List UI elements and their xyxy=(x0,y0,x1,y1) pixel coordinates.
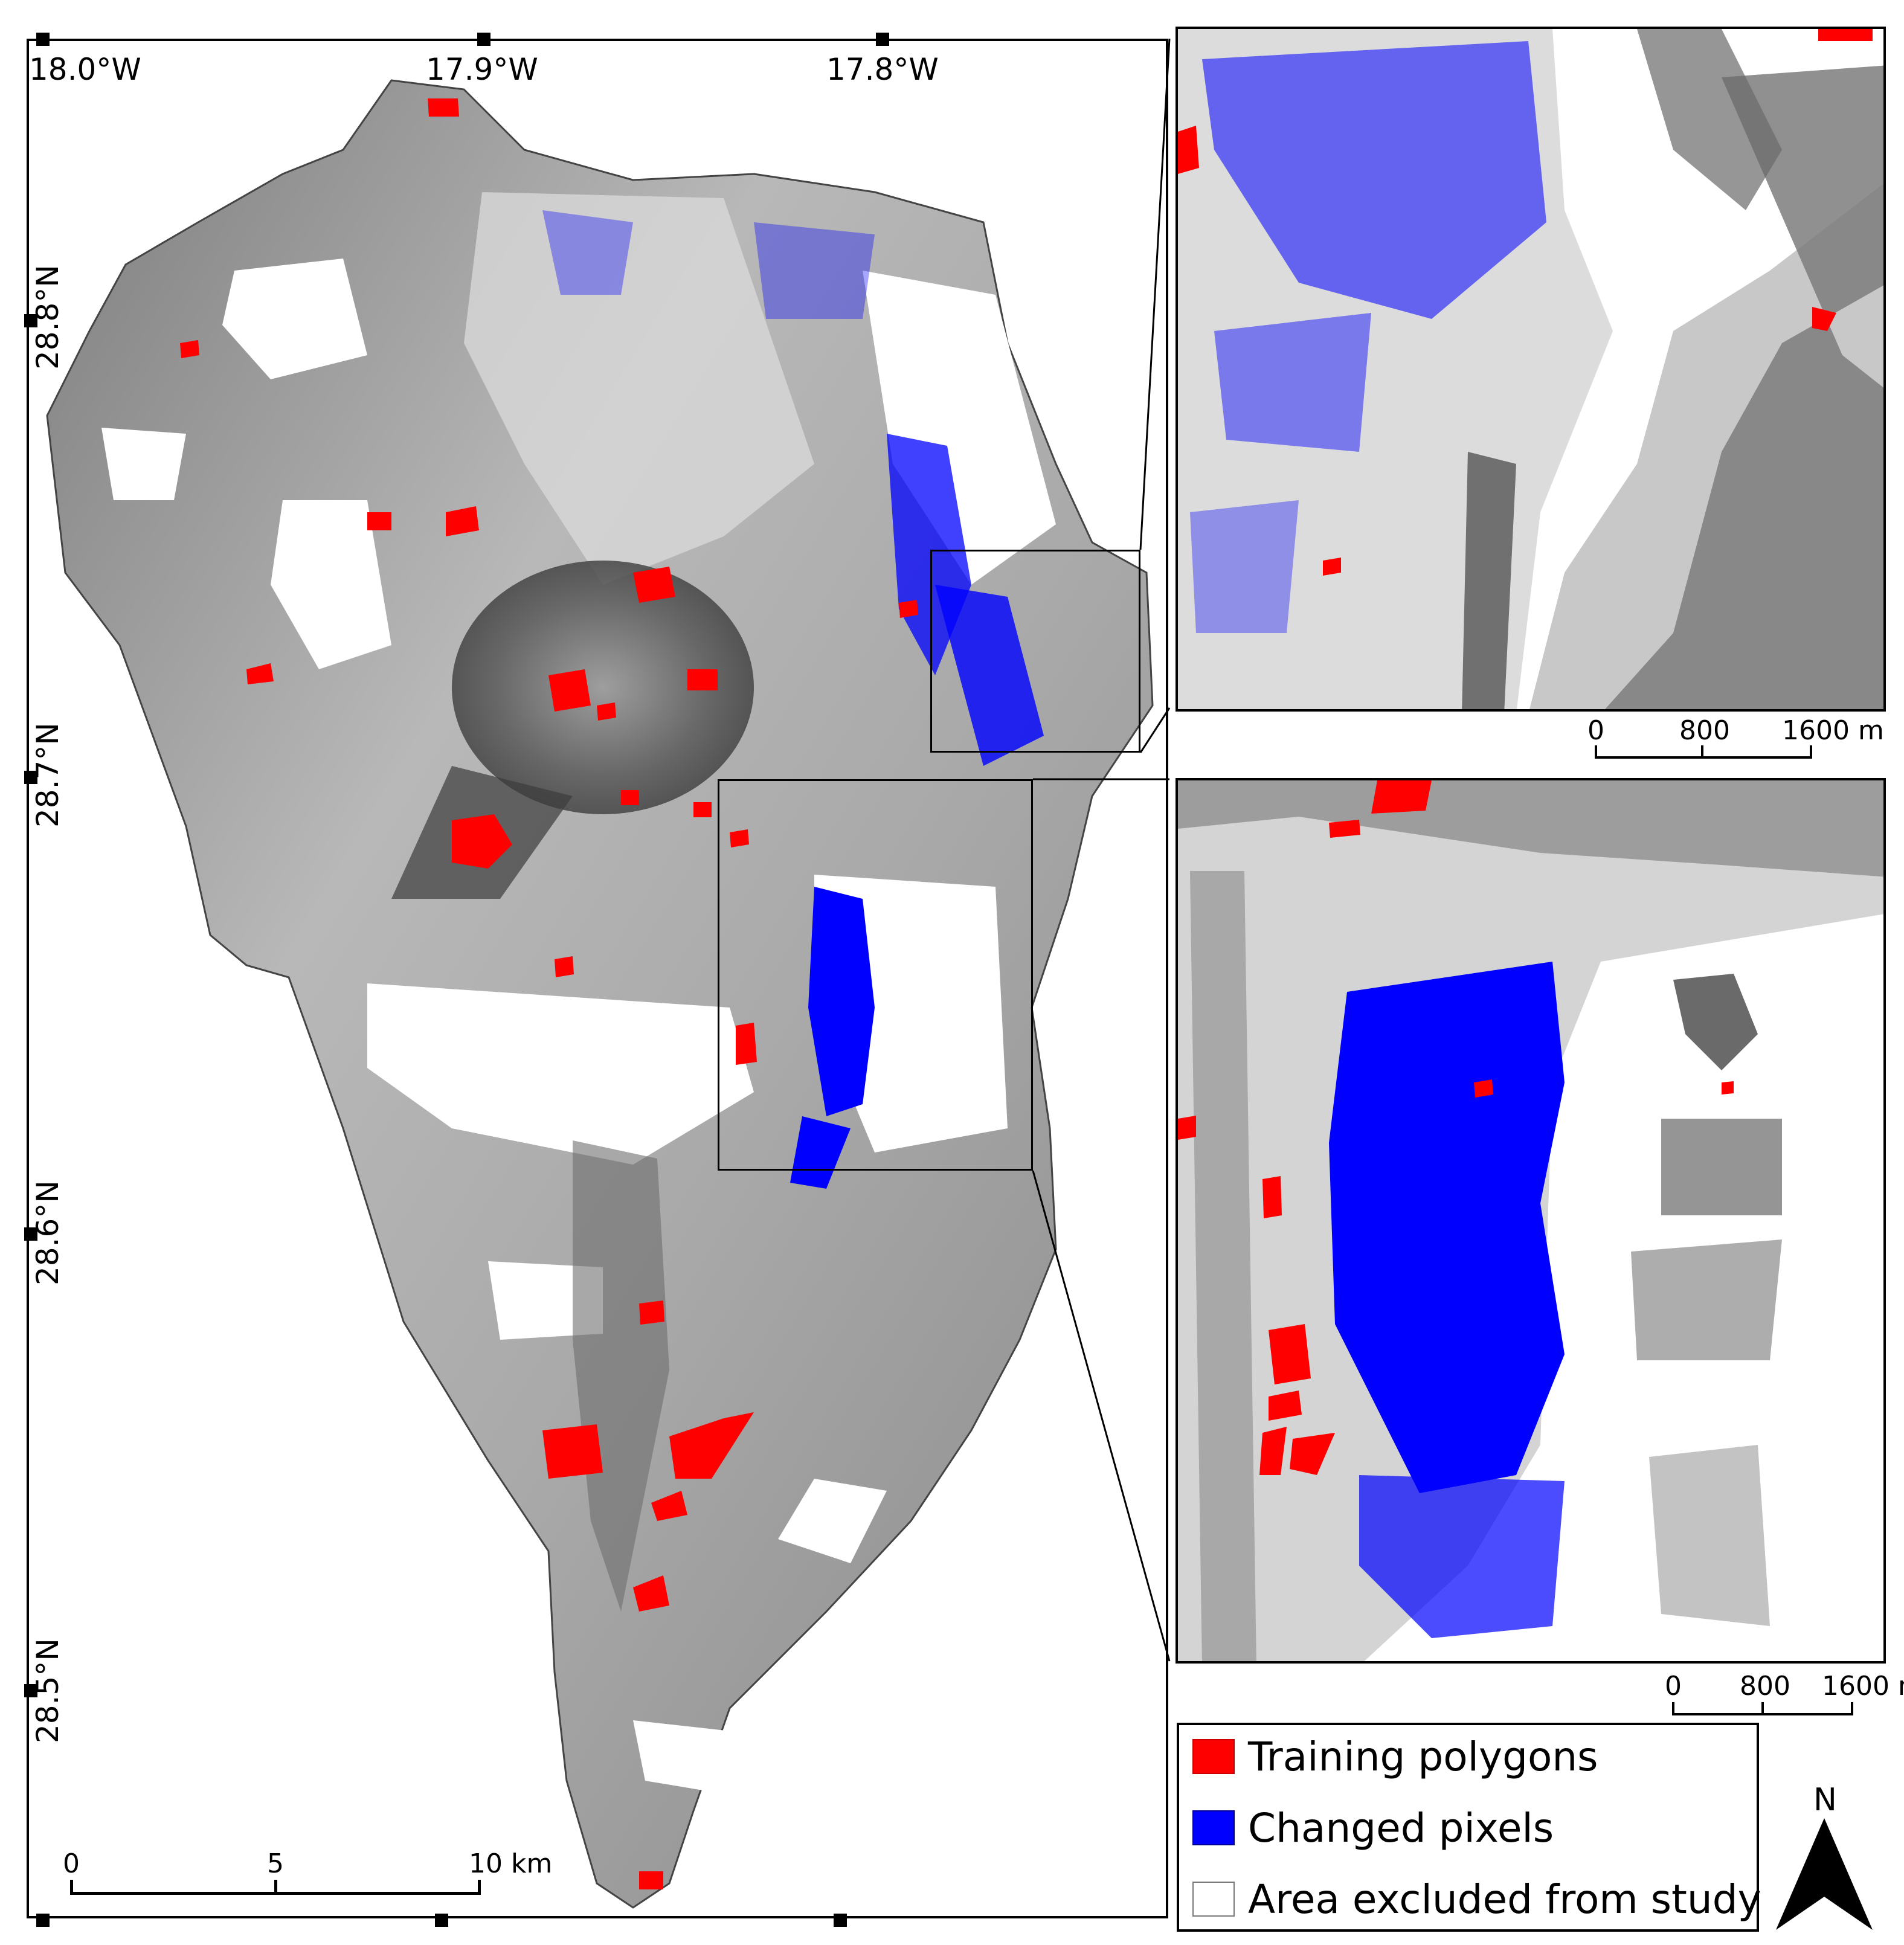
lon-label-3: 17.8°W xyxy=(826,52,939,87)
frame-tick xyxy=(24,1227,37,1241)
inset-top-scale-0: 0 xyxy=(1587,715,1604,746)
frame-tick xyxy=(24,1684,37,1697)
inset-top-frame[interactable] xyxy=(1176,27,1886,712)
training-polygons-inset-top xyxy=(1178,29,1873,576)
lon-label-2: 17.9°W xyxy=(426,52,538,87)
frame-tick xyxy=(834,1914,847,1927)
inset-bottom-scale-1600: 1600 m xyxy=(1822,1671,1904,1702)
frame-tick xyxy=(36,33,50,46)
inset-bottom-scale-0: 0 xyxy=(1665,1671,1682,1702)
inset-top-canvas xyxy=(1178,29,1883,709)
inset-bottom-frame[interactable] xyxy=(1176,778,1886,1664)
scale-tick-10: 10 km xyxy=(469,1848,553,1879)
legend-label-changed: Changed pixels xyxy=(1248,1804,1554,1851)
scale-tick-0: 0 xyxy=(63,1848,80,1879)
north-arrow-icon xyxy=(1776,1818,1873,1930)
legend-label-excluded: Area excluded from study xyxy=(1248,1876,1761,1923)
inset-top-scale-1600: 1600 m xyxy=(1782,715,1884,746)
inset-top-scale-800: 800 xyxy=(1679,715,1730,746)
north-arrow: N xyxy=(1776,1782,1873,1933)
inset-bottom-scale-bar: 0 800 1600 m xyxy=(1660,1671,1904,1725)
legend-box: Training polygons Changed pixels Area ex… xyxy=(1177,1723,1761,1932)
inset-bottom-extent xyxy=(718,779,1033,1171)
main-map-frame[interactable] xyxy=(27,39,1168,1918)
frame-tick xyxy=(876,33,889,46)
main-map-canvas xyxy=(46,79,1154,1909)
inset-bottom-scale-800: 800 xyxy=(1740,1671,1790,1702)
legend-swatch-excluded xyxy=(1192,1882,1235,1917)
training-polygons-main xyxy=(180,98,918,1889)
main-scale-bar: 0 5 10 km xyxy=(63,1848,552,1897)
inset-top-extent xyxy=(930,550,1140,753)
legend-label-training: Training polygons xyxy=(1248,1733,1598,1780)
legend-item-changed: Changed pixels xyxy=(1192,1804,1554,1852)
frame-tick xyxy=(36,1914,50,1927)
legend-item-excluded: Area excluded from study xyxy=(1192,1875,1761,1923)
frame-tick xyxy=(477,33,490,46)
changed-pixels-main xyxy=(542,210,1044,1189)
caldera-taburiente xyxy=(452,561,754,814)
frame-tick xyxy=(24,314,37,327)
training-polygons-inset-bottom xyxy=(1178,780,1734,1475)
frame-tick xyxy=(435,1914,448,1927)
legend-swatch-training xyxy=(1192,1739,1235,1774)
frame-tick xyxy=(24,771,37,784)
inset-bottom-canvas xyxy=(1178,780,1883,1661)
legend-swatch-changed xyxy=(1192,1810,1235,1845)
scale-tick-5: 5 xyxy=(267,1848,284,1879)
changed-pixels-inset-bottom xyxy=(1329,962,1565,1638)
lon-label-1: 18.0°W xyxy=(29,52,141,87)
changed-pixels-inset-top xyxy=(1190,41,1546,633)
north-label: N xyxy=(1813,1782,1837,1818)
legend-item-training: Training polygons xyxy=(1192,1732,1598,1781)
inset-top-scale-bar: 0 800 1600 m xyxy=(1583,715,1884,764)
